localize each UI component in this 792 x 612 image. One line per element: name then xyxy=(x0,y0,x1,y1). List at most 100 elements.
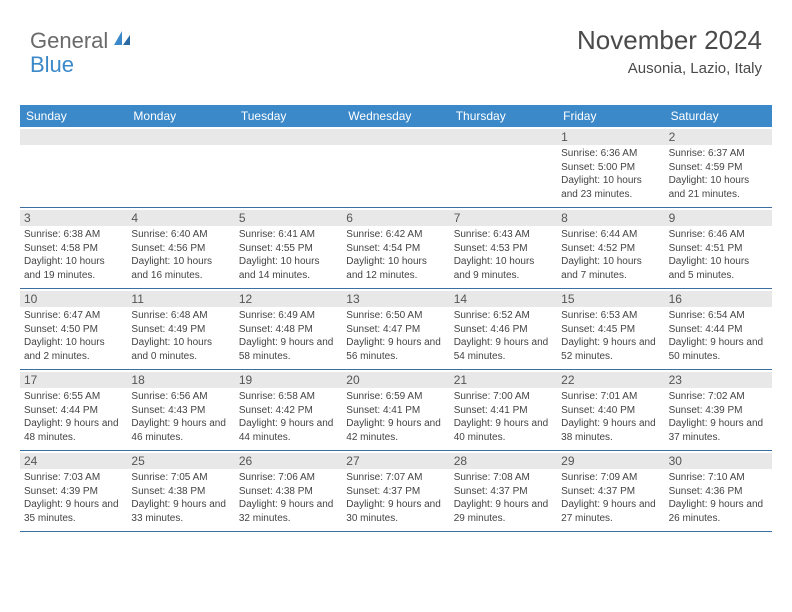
calendar-week-row: 24 Sunrise: 7:03 AMSunset: 4:39 PM Dayligh… xyxy=(20,451,772,532)
day-sunset: Sunset: 4:56 PM xyxy=(131,242,230,256)
day-number-bar: 23 xyxy=(665,372,772,388)
day-info: Sunrise: 6:38 AMSunset: 4:58 PMDaylight:… xyxy=(24,228,123,282)
weekday-header: Wednesday xyxy=(342,105,449,127)
day-info: Sunrise: 6:50 AMSunset: 4:47 PMDaylight:… xyxy=(346,309,445,363)
calendar-day-cell: 8 Sunrise: 6:44 AMSunset: 4:52 PMDaylight… xyxy=(557,208,664,288)
day-daylight: Daylight: 10 hours and 23 minutes. xyxy=(561,174,660,201)
day-daylight: Daylight: 10 hours and 9 minutes. xyxy=(454,255,553,282)
weekday-header: Sunday xyxy=(20,105,127,127)
day-info: Sunrise: 6:40 AMSunset: 4:56 PMDaylight:… xyxy=(131,228,230,282)
day-number: 1 xyxy=(561,130,568,144)
day-sunrise: Sunrise: 6:40 AM xyxy=(131,228,230,242)
day-sunset: Sunset: 5:00 PM xyxy=(561,161,660,175)
day-info: Sunrise: 6:44 AMSunset: 4:52 PMDaylight:… xyxy=(561,228,660,282)
day-sunset: Sunset: 4:51 PM xyxy=(669,242,768,256)
day-number-bar: . xyxy=(450,129,557,145)
day-sunrise: Sunrise: 6:43 AM xyxy=(454,228,553,242)
day-sunrise: Sunrise: 6:54 AM xyxy=(669,309,768,323)
day-info: Sunrise: 7:07 AMSunset: 4:37 PMDaylight:… xyxy=(346,471,445,525)
day-info: Sunrise: 6:42 AMSunset: 4:54 PMDaylight:… xyxy=(346,228,445,282)
calendar-day-cell: 27 Sunrise: 7:07 AMSunset: 4:37 PMDayligh… xyxy=(342,451,449,531)
day-number: 20 xyxy=(346,373,359,387)
day-number: 21 xyxy=(454,373,467,387)
day-sunrise: Sunrise: 7:10 AM xyxy=(669,471,768,485)
day-daylight: Daylight: 10 hours and 5 minutes. xyxy=(669,255,768,282)
day-daylight: Daylight: 9 hours and 44 minutes. xyxy=(239,417,338,444)
day-sunset: Sunset: 4:46 PM xyxy=(454,323,553,337)
day-number-bar: 17 xyxy=(20,372,127,388)
day-daylight: Daylight: 9 hours and 27 minutes. xyxy=(561,498,660,525)
calendar-week-row: 10Sunrise: 6:47 AMSunset: 4:50 PMDayligh… xyxy=(20,289,772,370)
day-info: Sunrise: 6:56 AMSunset: 4:43 PMDaylight:… xyxy=(131,390,230,444)
day-sunrise: Sunrise: 6:38 AM xyxy=(24,228,123,242)
title-location: Ausonia, Lazio, Italy xyxy=(577,60,762,77)
day-number: 15 xyxy=(561,292,574,306)
calendar-day-cell: 9Sunrise: 6:46 AMSunset: 4:51 PMDaylight… xyxy=(665,208,772,288)
weekday-header: Monday xyxy=(127,105,234,127)
day-sunset: Sunset: 4:39 PM xyxy=(24,485,123,499)
day-sunset: Sunset: 4:39 PM xyxy=(669,404,768,418)
day-info: Sunrise: 6:52 AMSunset: 4:46 PMDaylight:… xyxy=(454,309,553,363)
calendar-day-cell: . xyxy=(235,127,342,207)
day-number: 4 xyxy=(131,211,138,225)
day-sunrise: Sunrise: 6:44 AM xyxy=(561,228,660,242)
day-sunset: Sunset: 4:52 PM xyxy=(561,242,660,256)
day-number-bar: 21 xyxy=(450,372,557,388)
day-info: Sunrise: 6:37 AMSunset: 4:59 PMDaylight:… xyxy=(669,147,768,201)
day-sunrise: Sunrise: 6:55 AM xyxy=(24,390,123,404)
weekday-header: Thursday xyxy=(450,105,557,127)
day-number-bar: 6 xyxy=(342,210,449,226)
day-sunset: Sunset: 4:41 PM xyxy=(454,404,553,418)
calendar-day-cell: 5Sunrise: 6:41 AMSunset: 4:55 PMDaylight… xyxy=(235,208,342,288)
day-info: Sunrise: 7:01 AMSunset: 4:40 PMDaylight:… xyxy=(561,390,660,444)
day-number-bar: 4 xyxy=(127,210,234,226)
day-number-bar: 20 xyxy=(342,372,449,388)
day-info: Sunrise: 6:46 AMSunset: 4:51 PMDaylight:… xyxy=(669,228,768,282)
calendar-day-cell: 3 Sunrise: 6:38 AMSunset: 4:58 PMDaylight… xyxy=(20,208,127,288)
day-number: 23 xyxy=(669,373,682,387)
calendar-day-cell: 14Sunrise: 6:52 AMSunset: 4:46 PMDayligh… xyxy=(450,289,557,369)
calendar-day-cell: . xyxy=(20,127,127,207)
day-sunset: Sunset: 4:59 PM xyxy=(669,161,768,175)
day-sunrise: Sunrise: 6:42 AM xyxy=(346,228,445,242)
day-number-bar: 7 xyxy=(450,210,557,226)
day-number-bar: . xyxy=(20,129,127,145)
day-number: 8 xyxy=(561,211,568,225)
day-sunset: Sunset: 4:38 PM xyxy=(131,485,230,499)
day-number: 10 xyxy=(24,292,37,306)
day-number-bar: 30 xyxy=(665,453,772,469)
day-sunrise: Sunrise: 6:37 AM xyxy=(669,147,768,161)
day-number-bar: 27 xyxy=(342,453,449,469)
day-number-bar: 24 xyxy=(20,453,127,469)
day-info: Sunrise: 7:10 AMSunset: 4:36 PMDaylight:… xyxy=(669,471,768,525)
day-daylight: Daylight: 10 hours and 21 minutes. xyxy=(669,174,768,201)
day-daylight: Daylight: 9 hours and 29 minutes. xyxy=(454,498,553,525)
day-number-bar: 29 xyxy=(557,453,664,469)
day-info: Sunrise: 7:02 AMSunset: 4:39 PMDaylight:… xyxy=(669,390,768,444)
day-sunset: Sunset: 4:37 PM xyxy=(346,485,445,499)
day-sunset: Sunset: 4:58 PM xyxy=(24,242,123,256)
day-sunrise: Sunrise: 7:01 AM xyxy=(561,390,660,404)
day-number: 2 xyxy=(669,130,676,144)
day-daylight: Daylight: 9 hours and 50 minutes. xyxy=(669,336,768,363)
calendar-day-cell: 17Sunrise: 6:55 AMSunset: 4:44 PMDayligh… xyxy=(20,370,127,450)
weekday-header: Saturday xyxy=(665,105,772,127)
day-number: 28 xyxy=(454,454,467,468)
day-sunrise: Sunrise: 7:05 AM xyxy=(131,471,230,485)
day-sunrise: Sunrise: 6:53 AM xyxy=(561,309,660,323)
calendar-week-row: .....1Sunrise: 6:36 AMSunset: 5:00 PMDay… xyxy=(20,127,772,208)
day-info: Sunrise: 7:00 AMSunset: 4:41 PMDaylight:… xyxy=(454,390,553,444)
day-sunset: Sunset: 4:38 PM xyxy=(239,485,338,499)
day-number-bar: 19 xyxy=(235,372,342,388)
day-sunrise: Sunrise: 7:03 AM xyxy=(24,471,123,485)
day-sunset: Sunset: 4:44 PM xyxy=(669,323,768,337)
day-number-bar: 3 xyxy=(20,210,127,226)
day-sunrise: Sunrise: 6:46 AM xyxy=(669,228,768,242)
calendar-day-cell: 29Sunrise: 7:09 AMSunset: 4:37 PMDayligh… xyxy=(557,451,664,531)
day-sunrise: Sunrise: 6:47 AM xyxy=(24,309,123,323)
day-info: Sunrise: 6:49 AMSunset: 4:48 PMDaylight:… xyxy=(239,309,338,363)
day-number-bar: 28 xyxy=(450,453,557,469)
day-number-bar: . xyxy=(235,129,342,145)
day-daylight: Daylight: 9 hours and 52 minutes. xyxy=(561,336,660,363)
day-daylight: Daylight: 10 hours and 16 minutes. xyxy=(131,255,230,282)
